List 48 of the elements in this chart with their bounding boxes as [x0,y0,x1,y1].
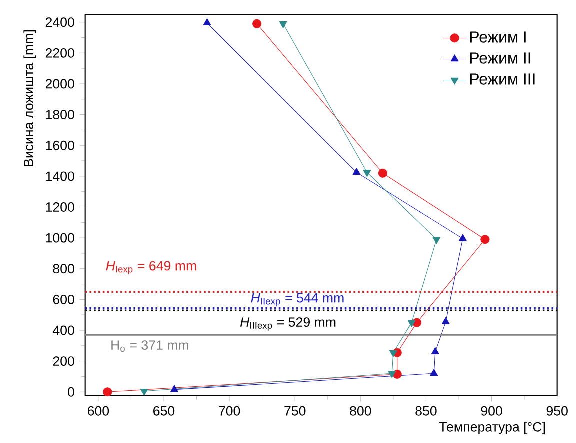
x-tick-label: 600 [88,406,110,416]
y-tick-label: 600 [53,295,74,305]
y-axis-title: Висина ложишта [mm] [24,30,36,167]
x-axis-title: Температура [°C] [439,422,545,435]
point [388,371,396,378]
ref-line-label: H$_{IIexp}$ = 544 mm [251,294,344,307]
y-tick-label: 1000 [46,234,74,243]
point [458,234,467,242]
point [352,168,361,176]
y-tick-label: 1800 [46,110,74,120]
x-tick-label: 950 [546,406,568,416]
y-tick-label: 1600 [46,141,74,151]
y-tick-label: 800 [53,264,74,274]
x-tick-label: 700 [219,406,240,416]
point [432,237,441,244]
point [408,320,416,328]
y-tick-label: 400 [53,326,74,336]
y-tick-label: 1400 [46,172,74,182]
point [430,369,438,376]
x-tick-label: 650 [154,406,175,416]
point [480,235,490,244]
y-tick-label: 2200 [46,48,74,58]
point [203,18,212,26]
x-tick-label: 800 [350,406,372,416]
y-tick-label: 200 [53,356,74,366]
point [103,388,112,397]
x-tick-label: 750 [284,406,306,416]
point [279,22,288,29]
point [252,20,262,29]
point [140,389,148,396]
point [431,348,440,355]
y-tick-label: 1200 [46,202,74,212]
x-tick-label: 900 [481,406,502,416]
point [378,168,388,178]
x-tick-label: 850 [416,406,437,416]
y-tick-label: 0 [68,388,74,398]
y-tick-label: 2000 [46,79,74,89]
point [363,170,372,178]
ref-line-label: H$_{o}$ = 371 mm [112,340,188,352]
legend-label: Режим III [470,74,535,86]
y-tick-label: 2400 [46,18,74,28]
point [442,318,450,325]
point [170,385,178,392]
ref-line-label: H$_{IIIexp}$ = 529 mm [240,318,336,331]
ref-line-label: H$_{Iexp}$ = 649 mm [106,261,196,275]
legend-label: Режим I [470,32,526,44]
point [389,350,398,358]
legend-label: Режим II [470,52,530,64]
